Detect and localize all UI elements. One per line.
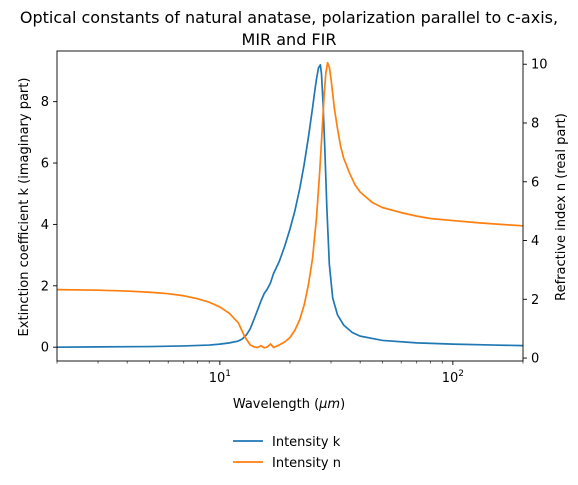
y-left-tick-label: 0 bbox=[41, 341, 49, 356]
legend-label-k: Intensity k bbox=[272, 435, 341, 450]
y-left-tick-label: 4 bbox=[41, 218, 49, 233]
x-minor-ticks bbox=[56, 361, 524, 364]
series-line-n bbox=[56, 61, 524, 349]
series-line-k bbox=[56, 63, 524, 349]
chart-title-line-1: Optical constants of natural anatase, po… bbox=[20, 8, 558, 27]
y-right-tick-label: 0 bbox=[531, 352, 539, 367]
legend-label-n: Intensity n bbox=[272, 456, 341, 471]
y-axis-left-label: Extinction coefficient k (imaginary part… bbox=[17, 78, 32, 337]
y-left-tick-label: 8 bbox=[41, 95, 49, 110]
x-major-ticks: 101 102 bbox=[209, 361, 464, 386]
y-right-ticks: 0 2 4 6 8 10 bbox=[523, 58, 548, 367]
x-tick-label: 101 bbox=[209, 369, 231, 386]
y-axis-right-label: Refractive index n (real part) bbox=[554, 113, 569, 301]
chart-title-line-2: MIR and FIR bbox=[242, 30, 337, 49]
x-axis-label: Wavelength (μm) bbox=[233, 397, 345, 412]
plot-lines bbox=[56, 61, 524, 349]
y-right-tick-label: 4 bbox=[531, 234, 539, 249]
y-left-ticks: 0 2 4 6 8 bbox=[41, 95, 57, 356]
y-left-tick-label: 6 bbox=[41, 157, 49, 172]
y-right-tick-label: 8 bbox=[531, 116, 539, 131]
y-right-tick-label: 10 bbox=[531, 58, 548, 73]
y-right-tick-label: 2 bbox=[531, 293, 539, 308]
legend: Intensity k Intensity n bbox=[233, 435, 341, 471]
y-right-tick-label: 6 bbox=[531, 175, 539, 190]
x-tick-label: 102 bbox=[442, 369, 464, 386]
y-left-tick-label: 2 bbox=[41, 279, 49, 294]
